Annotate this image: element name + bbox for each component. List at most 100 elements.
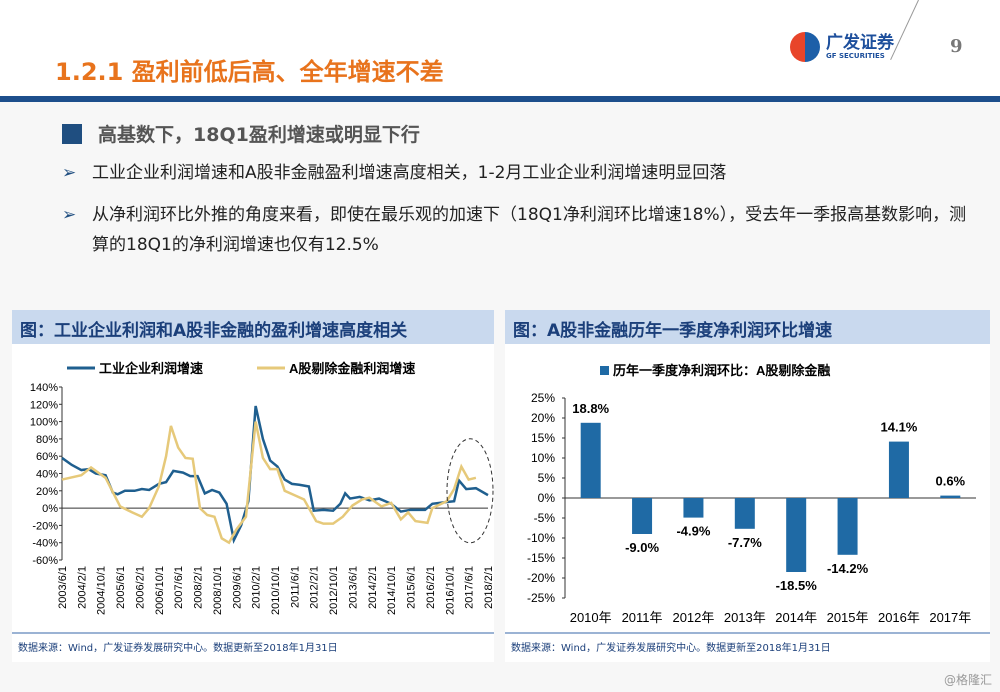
watermark: @格隆汇: [943, 673, 992, 687]
x-tick-label: 2005/6/1: [115, 566, 127, 609]
data-label: -18.5%: [776, 578, 818, 593]
divider: [12, 632, 494, 634]
x-tick-label: 2017年: [929, 610, 971, 625]
chart-source: 数据来源：Wind，广发证券发展研究中心。数据更新至2018年1月31日: [18, 643, 338, 654]
bar: [940, 495, 961, 498]
x-tick-label: 2010/10/1: [270, 566, 282, 615]
x-tick-label: 2008/2/1: [193, 566, 205, 609]
page-title: 1.2.1 盈利前低后高、全年增速不差: [55, 58, 444, 86]
x-tick-label: 2011/6/1: [289, 566, 301, 608]
logo-cn: 广发证券: [826, 33, 894, 53]
x-tick-label: 2014年: [775, 610, 817, 625]
x-tick-label: 2013/6/1: [347, 566, 359, 609]
x-tick-label: 2009/6/1: [231, 566, 243, 609]
x-tick-label: 2010/2/1: [251, 566, 263, 609]
x-tick-label: 2016年: [878, 610, 920, 625]
header-rule: [0, 96, 1000, 102]
chart-title: 图：A股非金融历年一季度净利润环比增速: [505, 310, 990, 344]
y-tick-label: 0%: [42, 503, 58, 515]
y-tick-label: 100%: [30, 417, 58, 429]
data-label: -9.0%: [625, 540, 659, 555]
x-tick-label: 2004/2/1: [76, 566, 88, 609]
bar: [580, 422, 601, 498]
logo-en: GF SECURITIES: [826, 52, 885, 60]
x-tick-label: 2006/10/1: [154, 566, 166, 615]
x-tick-label: 2013年: [724, 610, 766, 625]
x-tick-label: 2011年: [622, 610, 663, 625]
bar: [683, 498, 704, 518]
bar-chart: 历年一季度净利润环比：A股剔除金融 25% 20% 15% 10% 5% 0% -5% -10%…: [527, 363, 976, 625]
y-tick-label: -15%: [527, 551, 555, 565]
x-tick-label: 2004/10/1: [96, 566, 108, 615]
x-tick-label: 2010年: [570, 610, 612, 625]
bar: [888, 441, 909, 498]
logo: 广发证券 GF SECURITIES: [790, 32, 894, 62]
bullet-text: 从净利润环比外推的角度来看，即使在最乐观的加速下（18Q1净利润环比增速18%）…: [92, 205, 967, 255]
y-tick-label: 140%: [30, 382, 58, 394]
x-tick-label: 2017/6/1: [464, 566, 476, 609]
y-tick-label: 120%: [30, 399, 58, 411]
data-label: 18.8%: [572, 401, 609, 416]
x-tick-label: 2015/6/1: [406, 566, 418, 609]
y-tick-label: 10%: [531, 451, 555, 465]
x-tick-label: 2012/10/1: [328, 566, 340, 615]
y-tick-label: 80%: [36, 434, 58, 446]
y-tick-label: 25%: [531, 391, 555, 405]
section-heading: 高基数下，18Q1盈利增速或明显下行: [62, 120, 420, 147]
series-line: [61, 421, 477, 545]
legend-swatch: [600, 366, 609, 375]
bar-chart-panel: 图：A股非金融历年一季度净利润环比增速 历年一季度净利润环比：A股剔除金融 25%…: [505, 310, 990, 662]
data-label: 14.1%: [881, 420, 918, 435]
series-line: [61, 405, 489, 544]
divider: [505, 632, 990, 634]
x-tick-label: 2006/2/1: [134, 566, 146, 609]
x-tick-label: 2015年: [827, 610, 869, 625]
bar: [786, 498, 807, 572]
line-chart-panel: 图：工业企业利润和A股非金融的盈利增速高度相关 140% 120% 100% 80% 6…: [12, 310, 494, 662]
y-tick-label: -20%: [527, 571, 555, 585]
x-tick-label: 2012/2/1: [309, 566, 321, 609]
x-tick-label: 2014/2/1: [367, 566, 379, 609]
legend-label: 工业企业利润增速: [99, 361, 203, 376]
x-tick-label: 2003/6/1: [57, 566, 69, 609]
heading-text: 高基数下，18Q1盈利增速或明显下行: [98, 124, 420, 146]
x-tick-label: 2008/10/1: [212, 566, 224, 615]
y-tick-label: 15%: [531, 431, 555, 445]
x-tick-label: 2016/10/1: [444, 566, 456, 615]
x-tick-label: 2018/2/1: [483, 566, 494, 609]
divider: [890, 0, 919, 61]
y-tick-label: 20%: [531, 411, 555, 425]
arrow-right-icon: ➢: [62, 163, 77, 183]
x-tick-label: 2007/6/1: [173, 566, 185, 609]
data-label: -14.2%: [827, 561, 869, 576]
y-tick-label: 20%: [36, 486, 58, 498]
square-bullet-icon: [62, 123, 82, 144]
y-tick-label: 5%: [538, 471, 556, 485]
legend-label: A股剔除金融利润增速: [289, 361, 415, 376]
logo-icon: [790, 32, 820, 62]
y-tick-label: 0%: [538, 491, 556, 505]
arrow-right-icon: ➢: [62, 205, 77, 225]
y-tick-label: -5%: [534, 511, 556, 525]
y-tick-label: -40%: [32, 538, 58, 550]
y-tick-label: -25%: [527, 591, 555, 605]
line-chart: 140%120%100%80%60%40%20%0%-20%-40%-60%20…: [30, 361, 494, 615]
x-tick-label: 2016/2/1: [425, 566, 437, 609]
bullet-2: ➢ 从净利润环比外推的角度来看，即使在最乐观的加速下（18Q1净利润环比增速18%…: [62, 200, 967, 260]
y-tick-label: -20%: [32, 520, 58, 532]
bar: [734, 498, 755, 529]
x-tick-label: 2012年: [672, 610, 714, 625]
bar: [837, 498, 858, 555]
y-tick-label: 60%: [36, 451, 58, 463]
chart-title: 图：工业企业利润和A股非金融的盈利增速高度相关: [12, 310, 494, 344]
legend-label: 历年一季度净利润环比：A股剔除金融: [613, 363, 830, 378]
bullet-1: ➢ 工业企业利润增速和A股非金融盈利增速高度相关，1-2月工业企业利润增速明显回落: [62, 158, 967, 188]
data-label: 0.6%: [935, 474, 965, 489]
x-tick-label: 2014/10/1: [386, 566, 398, 615]
data-label: -7.7%: [728, 535, 762, 550]
chart-source: 数据来源：Wind，广发证券发展研究中心。数据更新至2018年1月31日: [511, 643, 831, 654]
y-tick-label: 40%: [36, 469, 58, 481]
bullet-text: 工业企业利润增速和A股非金融盈利增速高度相关，1-2月工业企业利润增速明显回落: [92, 163, 727, 183]
y-tick-label: -60%: [32, 555, 58, 567]
data-label: -4.9%: [676, 524, 710, 539]
